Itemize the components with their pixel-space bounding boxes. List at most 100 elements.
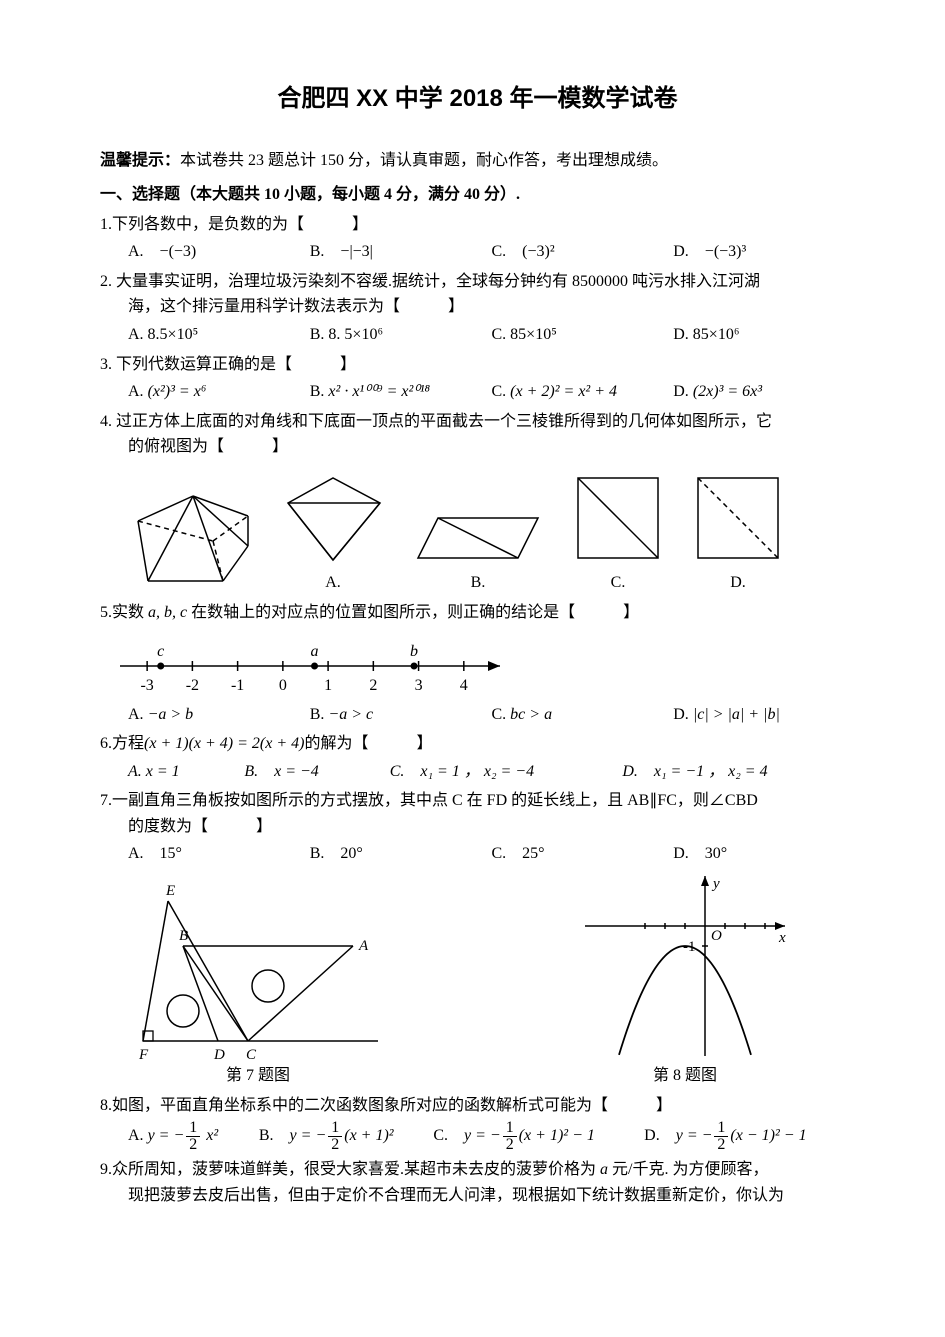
q3-A-math: (x²)³ = x⁶ bbox=[148, 383, 207, 400]
q8-D-tail: (x − 1)² − 1 bbox=[730, 1127, 806, 1144]
q6-B: B. x = −4 bbox=[244, 763, 318, 780]
q8-A-den: 2 bbox=[186, 1137, 200, 1153]
q8-optD: D. y = −12(x − 1)² − 1 bbox=[644, 1120, 855, 1153]
svg-text:2: 2 bbox=[369, 677, 377, 694]
q5-B-pre: B. bbox=[310, 706, 329, 723]
q2-optB: B. 8. 5×10⁶ bbox=[310, 322, 492, 348]
q5-optC: C. bc > a bbox=[492, 702, 674, 728]
q6-optD: D. x₁ = −1 ， x₂ = 4 bbox=[622, 759, 855, 785]
q5-A-pre: A. bbox=[128, 706, 148, 723]
svg-text:-1: -1 bbox=[231, 677, 244, 694]
section-header-1: 一、选择题（本大题共 10 小题，每小题 4 分，满分 40 分）. bbox=[100, 182, 855, 208]
svg-text:O: O bbox=[711, 928, 722, 944]
q8-A-tail: x² bbox=[202, 1127, 218, 1144]
q3-A-pre: A. bbox=[128, 383, 148, 400]
q6-stem: 6.方程(x + 1)(x + 4) = 2(x + 4)的解为【 】 bbox=[100, 731, 855, 757]
q7-line1: 7.一副直角三角板按如图所示的方式摆放，其中点 C 在 FD 的延长线上，且 A… bbox=[100, 788, 855, 814]
q9-l1-pre: 9.众所周知，菠萝味道鲜美，很受大家喜爱.某超市未去皮的菠萝价格为 bbox=[100, 1161, 600, 1178]
q9-l1-post: 元/千克. 为方便顾客， bbox=[608, 1161, 768, 1178]
q3-C-math: (x + 2)² = x² + 4 bbox=[510, 383, 617, 400]
q6-optA: A. x = 1 bbox=[128, 759, 244, 785]
q8-cap: 第 8 题图 bbox=[575, 1063, 795, 1089]
q6-D: D. x₁ = −1 ， x₂ = 4 bbox=[622, 763, 767, 780]
svg-text:1: 1 bbox=[324, 677, 332, 694]
q1: 1.下列各数中，是负数的为【 】 A. −(−3) B. −|−3| C. (−… bbox=[100, 212, 855, 265]
q8-A-num: 1 bbox=[186, 1120, 200, 1137]
page-title: 合肥四 XX 中学 2018 年一模数学试卷 bbox=[100, 80, 855, 118]
q2-optC: C. 85×10⁵ bbox=[492, 322, 674, 348]
q7: 7.一副直角三角板按如图所示的方式摆放，其中点 C 在 FD 的延长线上，且 A… bbox=[100, 788, 855, 1088]
svg-text:E: E bbox=[165, 883, 175, 899]
q5-D-pre: D. bbox=[673, 706, 693, 723]
q6-C: C. x₁ = 1 ， x₂ = −4 bbox=[390, 763, 534, 780]
q5-vars: a, b, c bbox=[148, 604, 191, 621]
svg-text:D: D bbox=[213, 1047, 225, 1061]
q6-optC: C. x₁ = 1 ， x₂ = −4 bbox=[390, 759, 623, 785]
q4-figs: A. B. C. D. bbox=[128, 466, 855, 596]
svg-text:-2: -2 bbox=[186, 677, 199, 694]
q3-D-pre: D. bbox=[673, 383, 693, 400]
q7-optC: C. 25° bbox=[492, 841, 674, 867]
q6-stem-pre: 6.方程 bbox=[100, 735, 144, 752]
q4-A: A. bbox=[278, 468, 388, 596]
q2-line1: 2. 大量事实证明，治理垃圾污染刻不容缓.据统计，全球每分钟约有 8500000… bbox=[100, 269, 855, 295]
q3-optA: A. (x²)³ = x⁶ bbox=[128, 379, 310, 405]
hint-text: 本试卷共 23 题总计 150 分，请认真审题，耐心作答，考出理想成绩。 bbox=[180, 152, 668, 169]
q8-C-num: 1 bbox=[503, 1120, 517, 1137]
q5: 5.实数 a, b, c 在数轴上的对应点的位置如图所示，则正确的结论是【 】 … bbox=[100, 600, 855, 727]
q2-optD: D. 85×10⁶ bbox=[673, 322, 855, 348]
q4-B: B. bbox=[408, 508, 548, 596]
q5-stem: 5.实数 a, b, c 在数轴上的对应点的位置如图所示，则正确的结论是【 】 bbox=[100, 600, 855, 626]
q4-capD: D. bbox=[688, 570, 788, 596]
q5-C-pre: C. bbox=[492, 706, 511, 723]
q8-B-yeq: y = − bbox=[290, 1127, 327, 1144]
q8-optA: A. y = −12 x² bbox=[128, 1120, 259, 1153]
svg-text:A: A bbox=[358, 938, 369, 954]
q8-B-pre: B. bbox=[259, 1127, 290, 1144]
q3-optB: B. x² · x¹⁰⁰⁹ = x²⁰¹⁸ bbox=[310, 379, 492, 405]
q5-stem-pre: 5.实数 bbox=[100, 604, 148, 621]
hint-label: 温馨提示： bbox=[100, 152, 180, 169]
q8-C-yeq: y = − bbox=[464, 1127, 501, 1144]
q3-C-pre: C. bbox=[492, 383, 511, 400]
q8-D-yeq: y = − bbox=[676, 1127, 713, 1144]
q4-solid bbox=[128, 466, 258, 596]
svg-text:B: B bbox=[179, 928, 188, 944]
q8-A-yeq: y = − bbox=[148, 1127, 185, 1144]
q8-C-tail: (x + 1)² − 1 bbox=[519, 1127, 595, 1144]
svg-text:c: c bbox=[157, 643, 164, 660]
q3: 3. 下列代数运算正确的是【 】 A. (x²)³ = x⁶ B. x² · x… bbox=[100, 352, 855, 405]
q7-fig: EBAFDC 第 7 题图 bbox=[128, 881, 388, 1089]
q1-optB: B. −|−3| bbox=[310, 239, 492, 265]
q8-B-tail: (x + 1)² bbox=[344, 1127, 393, 1144]
q9-line1: 9.众所周知，菠萝味道鲜美，很受大家喜爱.某超市未去皮的菠萝价格为 a 元/千克… bbox=[100, 1157, 855, 1183]
q3-optC: C. (x + 2)² = x² + 4 bbox=[492, 379, 674, 405]
q4-line2: 的俯视图为【 】 bbox=[128, 434, 855, 460]
q6-optB: B. x = −4 bbox=[244, 759, 389, 785]
svg-text:F: F bbox=[138, 1047, 149, 1061]
q8-D-den: 2 bbox=[714, 1137, 728, 1153]
q1-stem: 1.下列各数中，是负数的为【 】 bbox=[100, 212, 855, 238]
q5-stem-mid: 在数轴上的对应点的位置如图所示，则正确的结论是【 】 bbox=[191, 604, 639, 621]
svg-text:C: C bbox=[246, 1047, 257, 1061]
svg-text:4: 4 bbox=[460, 677, 468, 694]
svg-text:x: x bbox=[778, 930, 786, 946]
svg-text:3: 3 bbox=[415, 677, 423, 694]
q9: 9.众所周知，菠萝味道鲜美，很受大家喜爱.某超市未去皮的菠萝价格为 a 元/千克… bbox=[100, 1157, 855, 1208]
q7-line2: 的度数为【 】 bbox=[128, 814, 855, 840]
q6-stem-math: (x + 1)(x + 4) = 2(x + 4) bbox=[144, 735, 304, 752]
q5-A-math: −a > b bbox=[148, 706, 194, 723]
q4-line1: 4. 过正方体上底面的对角线和下底面一顶点的平面截去一个三棱锥所得到的几何体如图… bbox=[100, 409, 855, 435]
q8-fig: Oxy-1 第 8 题图 bbox=[575, 871, 795, 1089]
q2: 2. 大量事实证明，治理垃圾污染刻不容缓.据统计，全球每分钟约有 8500000… bbox=[100, 269, 855, 348]
q5-D-math: |c| > |a| + |b| bbox=[693, 706, 780, 723]
q5-numberline: -3-2-101234cab bbox=[100, 630, 855, 700]
q3-optD: D. (2x)³ = 6x³ bbox=[673, 379, 855, 405]
q4: 4. 过正方体上底面的对角线和下底面一顶点的平面截去一个三棱锥所得到的几何体如图… bbox=[100, 409, 855, 596]
svg-text:0: 0 bbox=[279, 677, 287, 694]
q8-D-num: 1 bbox=[714, 1120, 728, 1137]
q4-capB: B. bbox=[408, 570, 548, 596]
q8-B-num: 1 bbox=[328, 1120, 342, 1137]
q8-C-pre: C. bbox=[433, 1127, 464, 1144]
q3-D-math: (2x)³ = 6x³ bbox=[693, 383, 762, 400]
